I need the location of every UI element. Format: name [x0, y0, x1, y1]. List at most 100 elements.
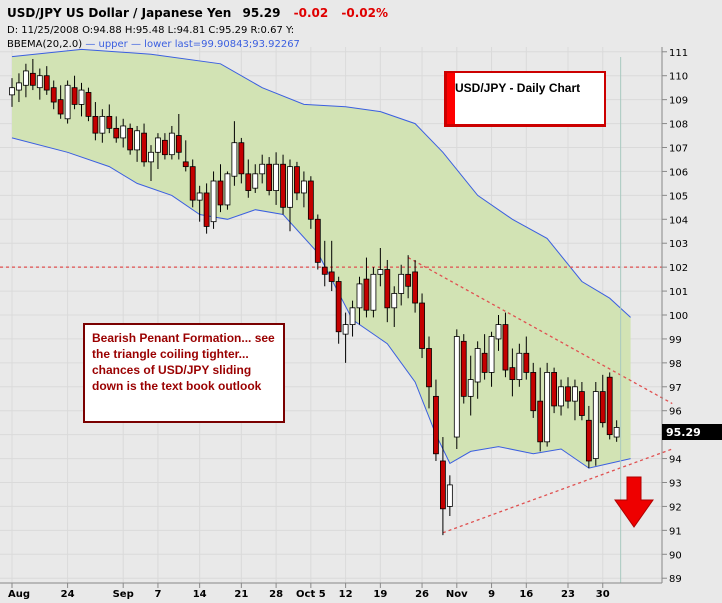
- candle: [391, 286, 398, 327]
- x-tick-label: 14: [193, 589, 207, 600]
- x-tick-label: 28: [269, 589, 283, 600]
- candle: [266, 157, 273, 196]
- last-price: 95.29: [242, 6, 280, 20]
- price-change-pct: -0.02%: [341, 6, 388, 20]
- candle-body: [516, 352, 523, 381]
- indicator-values: last=99.90843;93.92267: [175, 39, 300, 50]
- candle-body: [537, 400, 544, 443]
- price-tag: 95.29: [662, 424, 722, 440]
- candle-body: [92, 115, 99, 134]
- candle-body: [50, 87, 57, 103]
- y-tick-label: 110: [669, 72, 688, 83]
- candle-body: [349, 307, 356, 325]
- candle: [592, 382, 599, 466]
- candle-body: [460, 340, 467, 397]
- candle: [287, 159, 293, 232]
- candle: [530, 362, 537, 418]
- y-tick-label: 100: [669, 311, 688, 322]
- candle-body: [384, 269, 391, 309]
- candle: [175, 114, 182, 160]
- candle: [488, 331, 495, 387]
- x-tick-label: 7: [154, 589, 161, 600]
- candle-body: [544, 372, 551, 443]
- down-arrow-icon: [614, 476, 654, 528]
- candle-body: [217, 180, 224, 206]
- candle: [356, 276, 363, 325]
- x-tick-label: 19: [373, 589, 387, 600]
- candle: [446, 475, 453, 516]
- candle: [384, 259, 391, 323]
- candle-body: [579, 391, 585, 416]
- y-tick-label: 105: [669, 191, 688, 202]
- candle-body: [509, 367, 516, 381]
- candle-body: [321, 266, 328, 275]
- candle-body: [467, 379, 474, 397]
- candle-body: [22, 70, 29, 86]
- candle-body: [259, 163, 266, 175]
- candle-body: [391, 293, 398, 309]
- candle: [300, 171, 307, 208]
- x-tick-label: 12: [339, 589, 353, 600]
- x-tick-label: 9: [488, 589, 495, 600]
- candle: [294, 161, 300, 201]
- x-tick-label: 24: [61, 589, 75, 600]
- candle: [579, 382, 585, 421]
- candle-body: [335, 281, 342, 333]
- candle-body: [134, 130, 141, 151]
- x-axis: Aug 24 Sep 7 14 21 28 Oct 5 12 19 26 Nov 9 16 23 30: [8, 583, 610, 600]
- candle: [433, 379, 439, 461]
- candle: [516, 343, 523, 387]
- candle: [460, 334, 467, 404]
- candle-body: [495, 324, 502, 340]
- ohlc-line: D: 11/25/2008 O:94.88 H:95.48 L:94.81 C:…: [7, 25, 294, 36]
- candle-body: [252, 173, 259, 189]
- candle: [606, 372, 613, 440]
- candle-body: [141, 132, 147, 163]
- candle-body: [363, 278, 370, 311]
- candle-body: [57, 99, 64, 115]
- candle: [71, 75, 78, 110]
- candle: [238, 137, 245, 184]
- candle: [273, 152, 280, 205]
- x-tick-label: 30: [596, 589, 610, 600]
- y-tick-label: 94: [669, 455, 682, 466]
- candle-body: [328, 271, 335, 282]
- candle: [210, 171, 217, 229]
- candle-body: [307, 180, 314, 220]
- chart-title-box: USD/JPY - Daily Chart: [444, 71, 606, 127]
- candle: [134, 125, 141, 162]
- y-axis: 8990919293949596979899100101102103104105…: [662, 48, 688, 585]
- x-tick-label: Sep: [113, 589, 134, 600]
- candle-body: [398, 273, 405, 294]
- candle-body: [99, 115, 106, 134]
- candle: [481, 334, 488, 380]
- candle: [106, 104, 113, 134]
- candle: [398, 264, 405, 306]
- candle-body: [300, 180, 307, 194]
- candle: [141, 123, 147, 167]
- title-box-fill: [447, 73, 604, 124]
- candle: [328, 240, 335, 292]
- lower-band-label: lower: [144, 39, 172, 50]
- y-tick-label: 106: [669, 167, 688, 178]
- candle: [551, 367, 557, 414]
- y-tick-label: 103: [669, 239, 688, 250]
- candle-body: [106, 115, 113, 129]
- upper-band-label: upper: [99, 39, 129, 50]
- reference-lines: [0, 57, 673, 583]
- candle-body: [481, 352, 488, 373]
- annotations: [614, 476, 654, 528]
- candle: [599, 374, 606, 428]
- candle-body: [599, 391, 606, 424]
- candle-body: [592, 391, 599, 459]
- candle-body: [585, 419, 592, 462]
- candle-body: [9, 87, 15, 96]
- x-tick-label: 23: [561, 589, 575, 600]
- candle-body: [613, 427, 620, 438]
- candle-body: [238, 142, 245, 175]
- candle-body: [523, 352, 530, 373]
- candle: [64, 80, 71, 124]
- x-tick-label: Nov: [446, 589, 468, 600]
